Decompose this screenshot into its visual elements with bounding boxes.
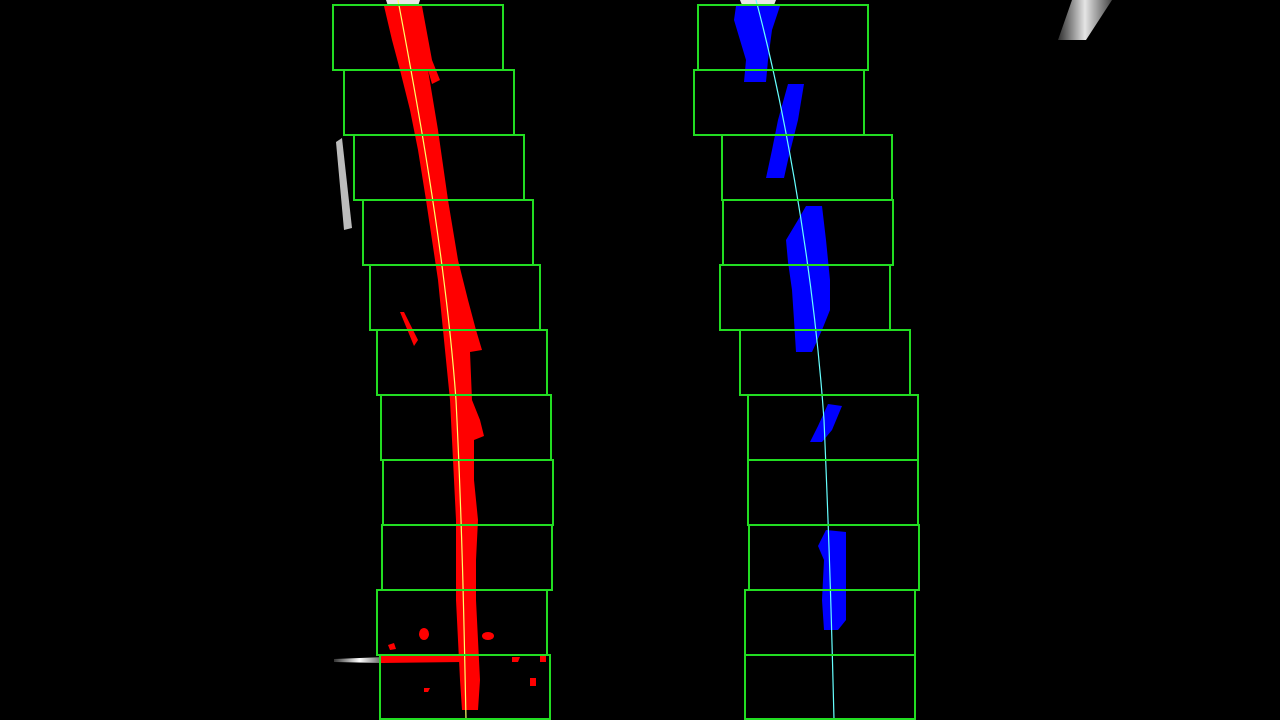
left-lane-fragment	[482, 632, 494, 640]
left-lane-pixels	[380, 6, 546, 710]
left-fit-line	[397, 0, 467, 720]
right-sliding-windows	[693, 4, 920, 720]
left-lane-fragment	[424, 688, 430, 692]
noise-left-edge	[336, 138, 352, 230]
noise-bottom-left-streak	[334, 657, 385, 663]
left-lane-fragment	[419, 628, 429, 640]
left-lane-main-segment	[384, 6, 484, 710]
left-lane-fragment	[530, 678, 536, 686]
noise-top-right	[1058, 0, 1112, 40]
right-lane-top-segment	[734, 6, 780, 82]
right-lane-segment	[818, 530, 846, 630]
left-window	[379, 654, 551, 720]
noise-top-right-lane	[740, 0, 776, 5]
right-lane-segment	[810, 404, 842, 442]
fit-lines	[397, 0, 835, 720]
left-sliding-windows	[332, 4, 554, 720]
right-lane-segment	[786, 206, 830, 352]
right-fit-line	[755, 0, 835, 720]
left-lane-fragment	[440, 656, 452, 662]
left-lane-fragment	[388, 643, 396, 650]
left-lane-fragment	[512, 657, 520, 662]
left-lane-fragment	[540, 656, 546, 662]
right-window	[744, 654, 916, 720]
